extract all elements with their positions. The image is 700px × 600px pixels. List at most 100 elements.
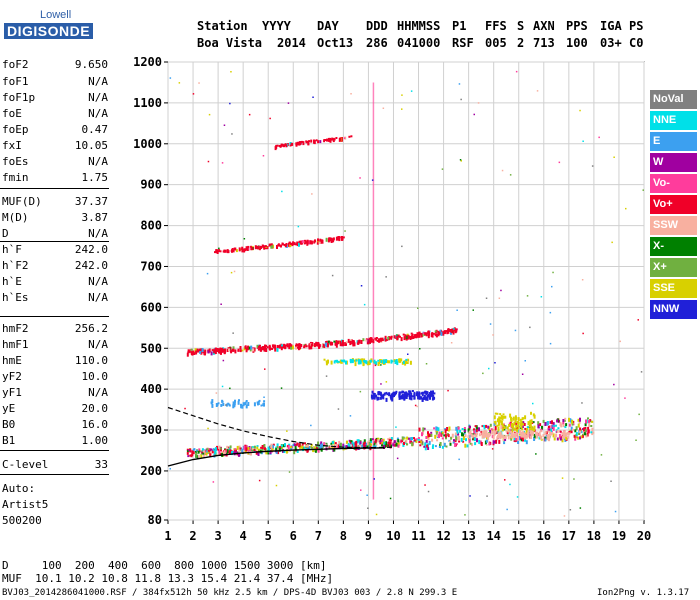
echo-point	[259, 344, 261, 347]
echo-point	[535, 431, 538, 436]
echo-point	[276, 443, 279, 448]
echo-point	[342, 360, 344, 362]
echo-point	[439, 433, 442, 437]
noise-point	[359, 444, 362, 447]
echo-point	[514, 419, 517, 423]
noise-point	[464, 514, 466, 516]
x-tick-label: 4	[240, 529, 247, 543]
echo-point	[531, 430, 534, 435]
noise-point	[551, 285, 553, 288]
echo-point	[429, 396, 431, 400]
echo-point	[231, 248, 234, 252]
echo-point	[577, 418, 580, 422]
echo-point	[227, 250, 230, 254]
echo-point	[244, 346, 247, 350]
echo-point	[375, 394, 377, 398]
echo-point	[198, 348, 201, 353]
echo-point	[584, 423, 587, 427]
noise-point	[184, 407, 186, 410]
echo-point	[551, 432, 554, 435]
echo-point	[553, 435, 556, 438]
echo-point	[318, 446, 321, 450]
echo-point	[401, 361, 404, 365]
param-name: foEp	[2, 123, 29, 136]
echo-point	[207, 449, 210, 452]
echo-point	[303, 345, 306, 347]
noise-point	[532, 402, 534, 405]
noise-point	[310, 424, 312, 427]
echo-point	[498, 439, 501, 444]
echo-point	[585, 434, 588, 438]
echo-point	[373, 359, 376, 364]
echo-point	[308, 140, 311, 143]
echo-point	[372, 395, 375, 399]
x-tick-label: 13	[461, 529, 475, 543]
echo-point	[337, 341, 340, 345]
echo-point	[380, 360, 383, 363]
echo-point	[501, 428, 504, 432]
param-value: N/A	[88, 227, 108, 240]
echo-point	[299, 141, 302, 144]
echo-point	[363, 439, 366, 444]
echo-point	[497, 426, 500, 430]
echo-point	[526, 428, 529, 431]
echo-point	[586, 432, 589, 437]
echo-point	[289, 143, 292, 147]
echo-point	[282, 444, 285, 448]
echo-point	[202, 454, 205, 458]
echo-point	[362, 338, 365, 342]
echo-point	[544, 438, 547, 442]
echo-point	[434, 330, 437, 333]
x-tick-label: 7	[315, 529, 322, 543]
noise-point	[206, 272, 209, 275]
echo-point	[333, 360, 336, 364]
echo-point	[359, 441, 362, 445]
noise-point	[375, 513, 378, 516]
echo-point	[367, 445, 370, 450]
echo-point	[501, 434, 504, 438]
echo-point	[424, 396, 427, 400]
echo-point	[238, 247, 241, 252]
echo-point	[330, 342, 333, 346]
echo-point	[493, 415, 496, 420]
echo-point	[502, 415, 505, 419]
echo-point	[431, 438, 434, 442]
echo-point	[533, 433, 536, 438]
echo-point	[216, 445, 218, 450]
param-row: yF2 10.0	[2, 370, 108, 383]
echo-point	[496, 431, 499, 435]
echo-point	[418, 427, 421, 432]
echo-point	[493, 430, 496, 434]
echo-point	[244, 401, 247, 404]
header-label: HHMMSS	[397, 19, 441, 33]
echo-point	[487, 425, 490, 429]
echo-point	[416, 332, 419, 335]
echo-point	[241, 349, 244, 352]
echo-point	[216, 348, 219, 352]
echo-point	[498, 432, 501, 437]
legend-item: SSE	[650, 279, 697, 298]
echo-point	[445, 445, 448, 448]
header-value: 100	[566, 36, 588, 50]
noise-point	[549, 342, 552, 345]
echo-point	[542, 434, 545, 437]
echo-point	[494, 425, 497, 430]
echo-point	[197, 450, 200, 454]
echo-point	[493, 421, 496, 424]
echo-point	[276, 446, 279, 449]
echo-point	[319, 444, 322, 449]
echo-point	[361, 445, 364, 449]
echo-point	[439, 442, 442, 446]
echo-point	[246, 348, 249, 351]
param-row: foE N/A	[2, 107, 108, 120]
echo-point	[377, 359, 380, 362]
echo-point	[271, 348, 274, 350]
echo-point	[406, 443, 408, 446]
echo-point	[381, 395, 384, 398]
echo-point	[343, 359, 346, 363]
noise-point	[529, 326, 531, 329]
echo-point	[512, 424, 515, 428]
echo-point	[308, 345, 311, 350]
echo-point	[226, 445, 229, 449]
echo-point	[357, 439, 360, 443]
